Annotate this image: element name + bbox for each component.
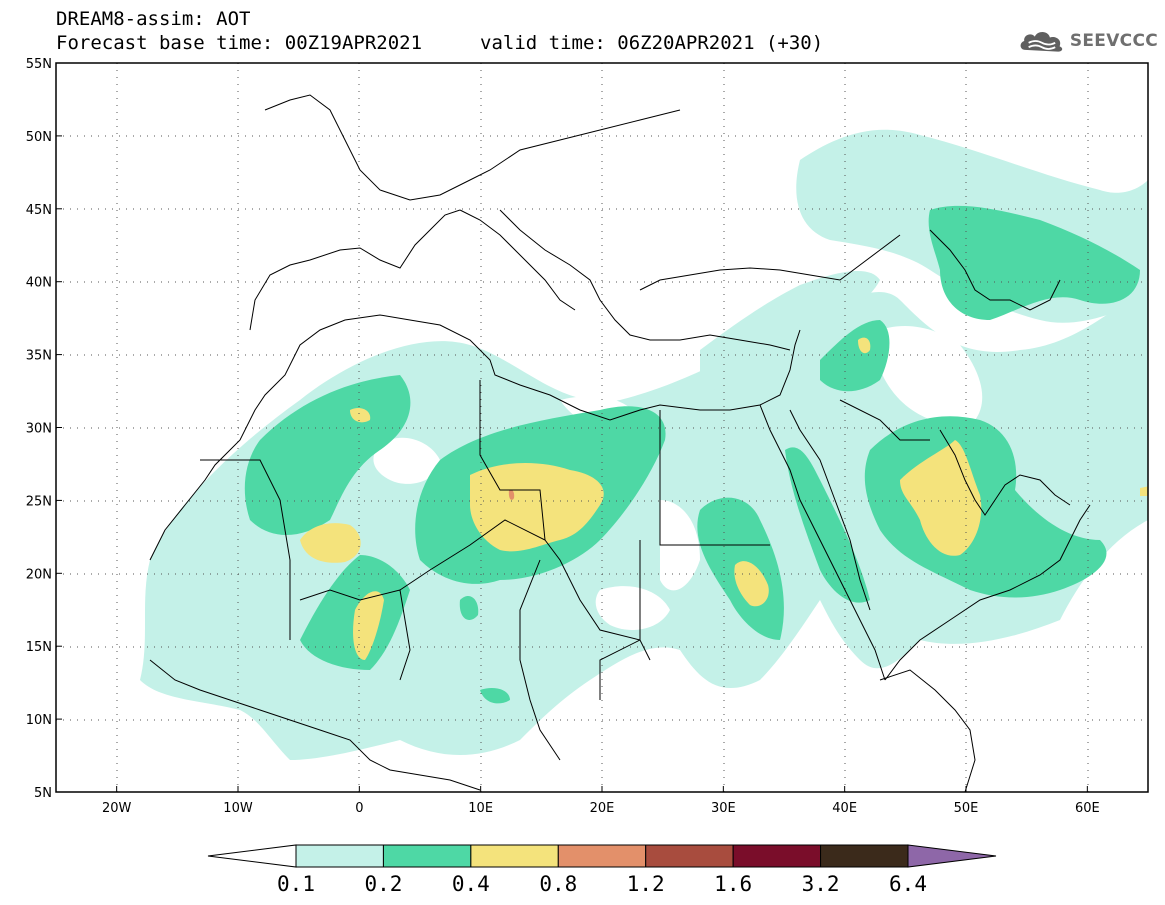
lat-tick-label: 5N [34, 786, 52, 801]
colorbar-swatch [295, 844, 384, 868]
gridlines [56, 63, 1148, 792]
lat-tick-label: 55N [26, 57, 52, 72]
lon-tick-label: 10W [223, 801, 253, 816]
lon-tick-label: 30E [711, 801, 736, 816]
colorbar-labels: 0.1 0.2 0.4 0.8 1.2 1.6 3.2 6.4 [277, 872, 927, 896]
logo-text: SEEVCCC [1069, 31, 1158, 51]
aot-level-0-8 [508, 489, 515, 500]
lon-axis: 20W 10W 0 10E 20E 30E 40E 50E 60E [102, 786, 1100, 816]
lat-tick-label: 20N [26, 567, 52, 582]
lat-axis: 5N 10N 15N 20N 25N 30N 35N 40N 45N 50N 55N [26, 57, 62, 801]
colorbar-label: 1.2 [627, 872, 665, 896]
lat-tick-label: 25N [26, 494, 52, 509]
lon-tick-label: 20W [102, 801, 132, 816]
colorbar-label: 0.1 [277, 872, 315, 896]
lat-tick-label: 50N [26, 130, 52, 145]
colorbar-over-triangle [907, 844, 997, 868]
colorbar-under-triangle [207, 844, 297, 868]
colorbar [207, 844, 997, 868]
colorbar-swatch [645, 844, 734, 868]
lon-tick-label: 0 [355, 801, 363, 816]
lon-tick-label: 60E [1075, 801, 1100, 816]
colorbar-label: 3.2 [802, 872, 840, 896]
lat-tick-label: 40N [26, 276, 52, 291]
colorbar-label: 6.4 [889, 872, 927, 896]
lat-tick-label: 10N [26, 713, 52, 728]
lat-tick-label: 30N [26, 422, 52, 437]
colorbar-label: 1.6 [714, 872, 752, 896]
lon-tick-label: 10E [468, 801, 493, 816]
lat-tick-label: 35N [26, 349, 52, 364]
valid-time: valid time: 06Z20APR2021 (+30) [480, 32, 824, 54]
lon-tick-label: 20E [590, 801, 615, 816]
lon-tick-label: 50E [954, 801, 979, 816]
lat-tick-label: 15N [26, 640, 52, 655]
aot-field [56, 63, 1148, 792]
colorbar-label: 0.4 [452, 872, 490, 896]
colorbar-swatch [820, 844, 909, 868]
map-title: DREAM8-assim: AOT [56, 8, 251, 30]
colorbar-swatch [382, 844, 472, 868]
colorbar-swatch [470, 844, 559, 868]
cloud-icon [1020, 32, 1063, 52]
colorbar-label: 0.2 [364, 872, 402, 896]
colorbar-swatch [732, 844, 822, 868]
colorbar-swatch [557, 844, 647, 868]
coastlines [149, 94, 1091, 792]
forecast-base-time: Forecast base time: 00Z19APR2021 [56, 32, 423, 54]
lon-tick-label: 40E [832, 801, 857, 816]
lat-tick-label: 45N [26, 203, 52, 218]
colorbar-label: 0.8 [539, 872, 577, 896]
seevccc-logo: SEEVCCC [1018, 26, 1158, 56]
